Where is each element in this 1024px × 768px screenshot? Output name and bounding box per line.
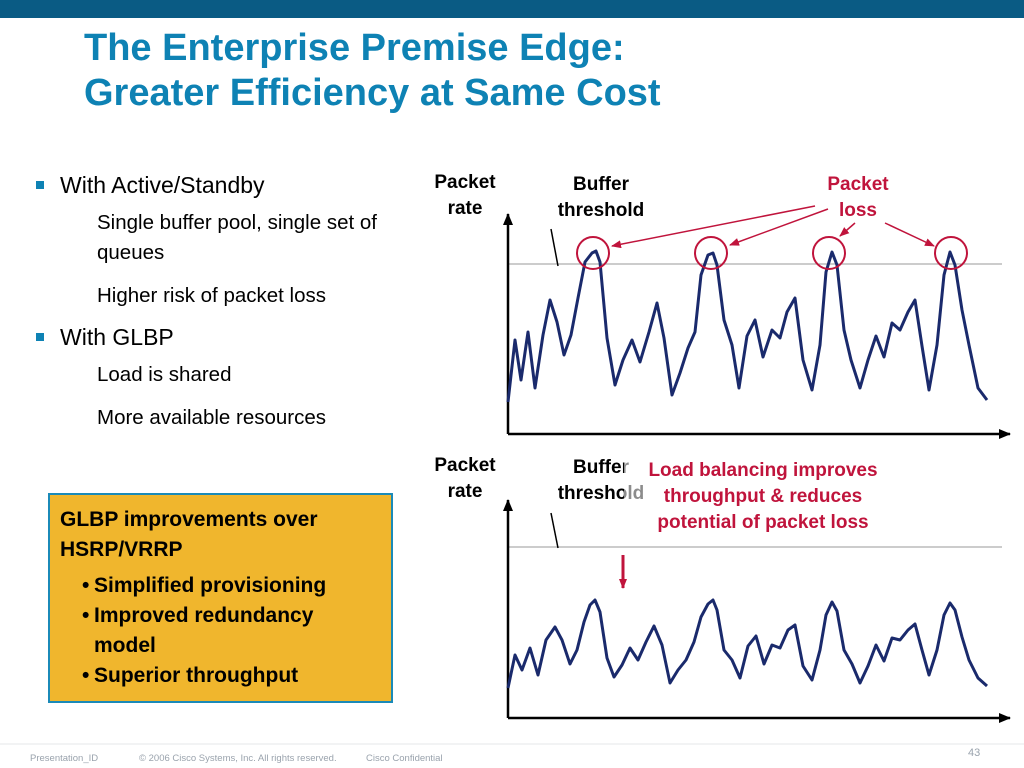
top-y-axis-label: Packet rate — [434, 172, 496, 219]
bullet-active-standby: With Active/Standby — [36, 172, 436, 208]
top-threshold-pointer — [550, 228, 559, 267]
packet-loss-arrow — [884, 222, 935, 247]
sub-bullet: Load is shared — [97, 363, 232, 386]
title-line-2: Greater Efficiency at Same Cost — [84, 72, 661, 114]
bullet-glbp: With GLBP — [36, 324, 436, 360]
glbp-improvements-list: Simplified provisioning Improved redunda… — [60, 571, 381, 691]
glbp-box-heading: GLBP improvements over HSRP/VRRP — [60, 508, 318, 561]
page-number: 43 — [968, 747, 981, 759]
sub-bullet: Higher risk of packet loss — [97, 284, 327, 307]
bullet-text: With GLBP — [60, 324, 174, 350]
packet-loss-circle — [576, 236, 610, 270]
slide-title: The Enterprise Premise Edge: Greater Eff… — [84, 26, 661, 116]
packet-loss-arrow — [729, 208, 829, 246]
sub-bullet: More available resources — [97, 406, 327, 429]
bottom-packet-rate-trace — [506, 598, 988, 689]
packet-loss-circle — [934, 236, 968, 270]
glbp-improvement-item: Simplified provisioning — [70, 571, 381, 601]
glbp-improvement-item: Superior throughput — [70, 661, 381, 691]
top-threshold-label: Buffer threshold — [557, 174, 645, 221]
footer-copyright: © 2006 Cisco Systems, Inc. All rights re… — [139, 753, 337, 764]
bullet-text: With Active/Standby — [60, 172, 265, 198]
load-balancing-callout: Load balancing improves throughput & red… — [624, 458, 902, 536]
top-banner — [0, 0, 1024, 18]
sub-bullet: Single buffer pool, single set of queues — [97, 211, 377, 264]
packet-loss-circle — [694, 236, 728, 270]
bottom-threshold-label: Buffer threshold — [557, 457, 645, 504]
packet-loss-label: Packet loss — [827, 174, 889, 221]
top-packet-rate-trace — [506, 249, 989, 403]
bullet-square-icon — [36, 333, 44, 341]
packet-loss-arrow — [611, 205, 816, 249]
glbp-improvements-box: GLBP improvements over HSRP/VRRP Simplif… — [48, 493, 393, 703]
glbp-improvement-item: Improved redundancy model — [70, 601, 381, 661]
footer-confidential: Cisco Confidential — [366, 753, 443, 764]
bullet-list: With Active/Standby Single buffer pool, … — [36, 168, 436, 446]
bottom-y-axis-label: Packet rate — [434, 455, 496, 502]
packet-loss-arrow — [839, 222, 856, 237]
title-line-1: The Enterprise Premise Edge: — [84, 27, 625, 69]
footer-presentation-id: Presentation_ID — [30, 753, 99, 764]
packet-loss-circle — [812, 236, 846, 270]
bottom-threshold-pointer — [550, 512, 559, 549]
bullet-square-icon — [36, 181, 44, 189]
